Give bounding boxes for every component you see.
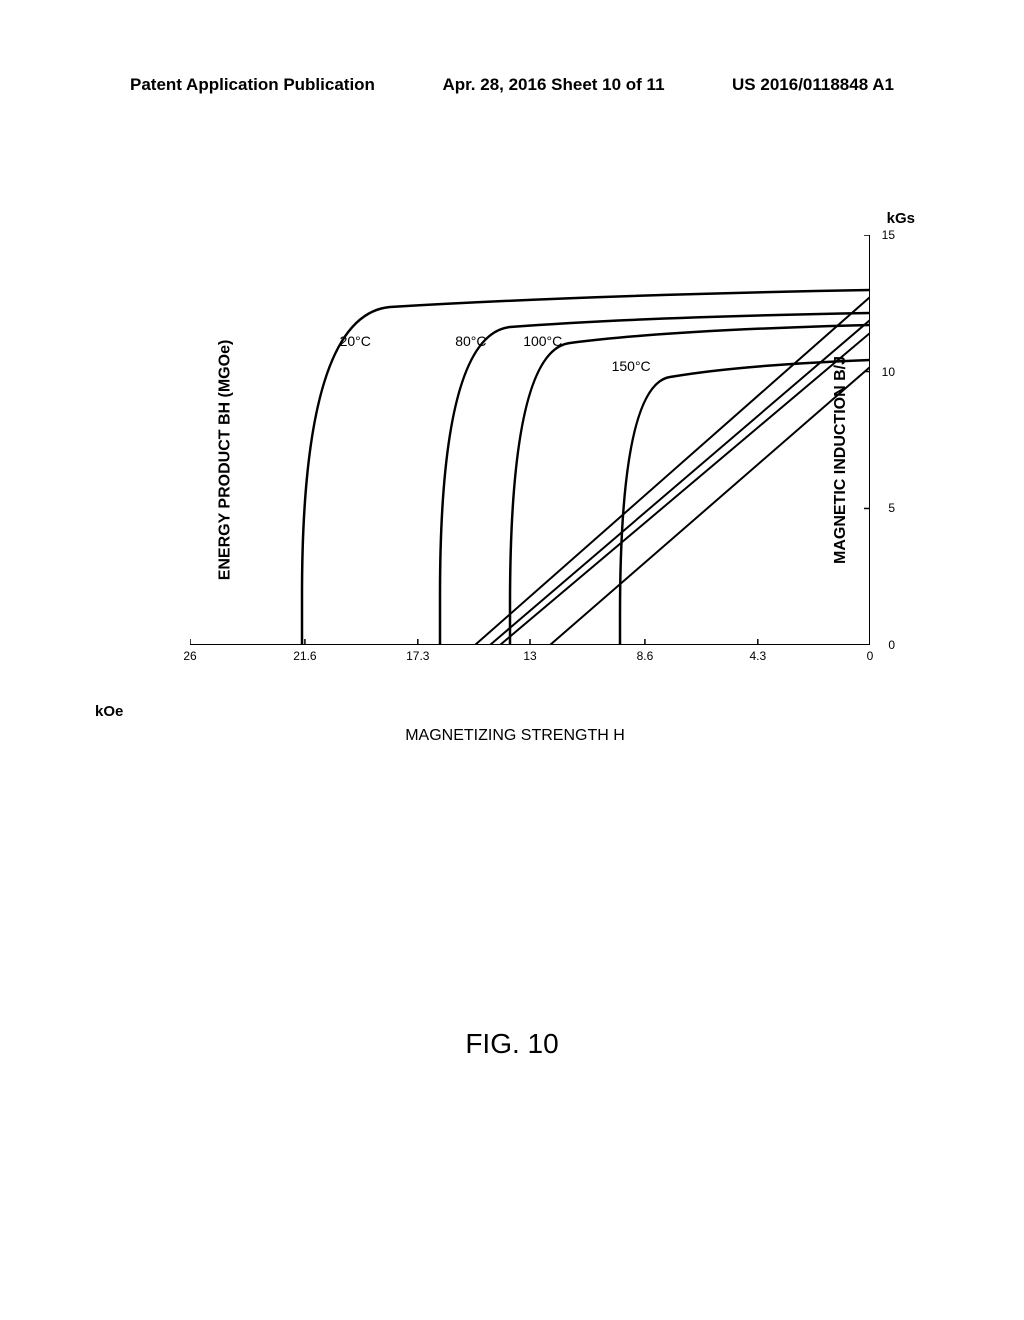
x-axis-label: MAGNETIZING STRENGTH H — [405, 727, 625, 745]
y-tick: 10 — [882, 365, 895, 379]
unit-koe: kOe — [95, 703, 123, 720]
y-tick: 5 — [888, 501, 895, 515]
y-tick: 15 — [882, 228, 895, 242]
x-tick: 0 — [867, 649, 874, 663]
header-left: Patent Application Publication — [130, 75, 375, 95]
curve-label: 20°C — [340, 333, 371, 349]
plot-area: 2621.617.3138.64.30 151050 20°C80°C100°C… — [190, 235, 870, 645]
x-tick: 13 — [523, 649, 536, 663]
curve-label: 80°C — [455, 333, 486, 349]
unit-kgs: kGs — [887, 210, 915, 227]
chart-svg — [190, 235, 870, 645]
x-tick: 26 — [183, 649, 196, 663]
x-tick: 17.3 — [406, 649, 429, 663]
figure-label: FIG. 10 — [465, 1028, 558, 1060]
x-tick: 8.6 — [637, 649, 654, 663]
x-tick: 4.3 — [749, 649, 766, 663]
header-right: US 2016/0118848 A1 — [732, 75, 894, 95]
y-tick: 0 — [888, 638, 895, 652]
header-center: Apr. 28, 2016 Sheet 10 of 11 — [442, 75, 664, 95]
chart-container: ENERGY PRODUCT BH (MGOe) MAGNETIC INDUCT… — [130, 235, 900, 685]
curve-label: 100°C — [523, 333, 562, 349]
page-header: Patent Application Publication Apr. 28, … — [0, 75, 1024, 95]
x-tick: 21.6 — [293, 649, 316, 663]
chart-area: ENERGY PRODUCT BH (MGOe) MAGNETIC INDUCT… — [130, 235, 900, 685]
curve-label: 150°C — [612, 358, 651, 374]
